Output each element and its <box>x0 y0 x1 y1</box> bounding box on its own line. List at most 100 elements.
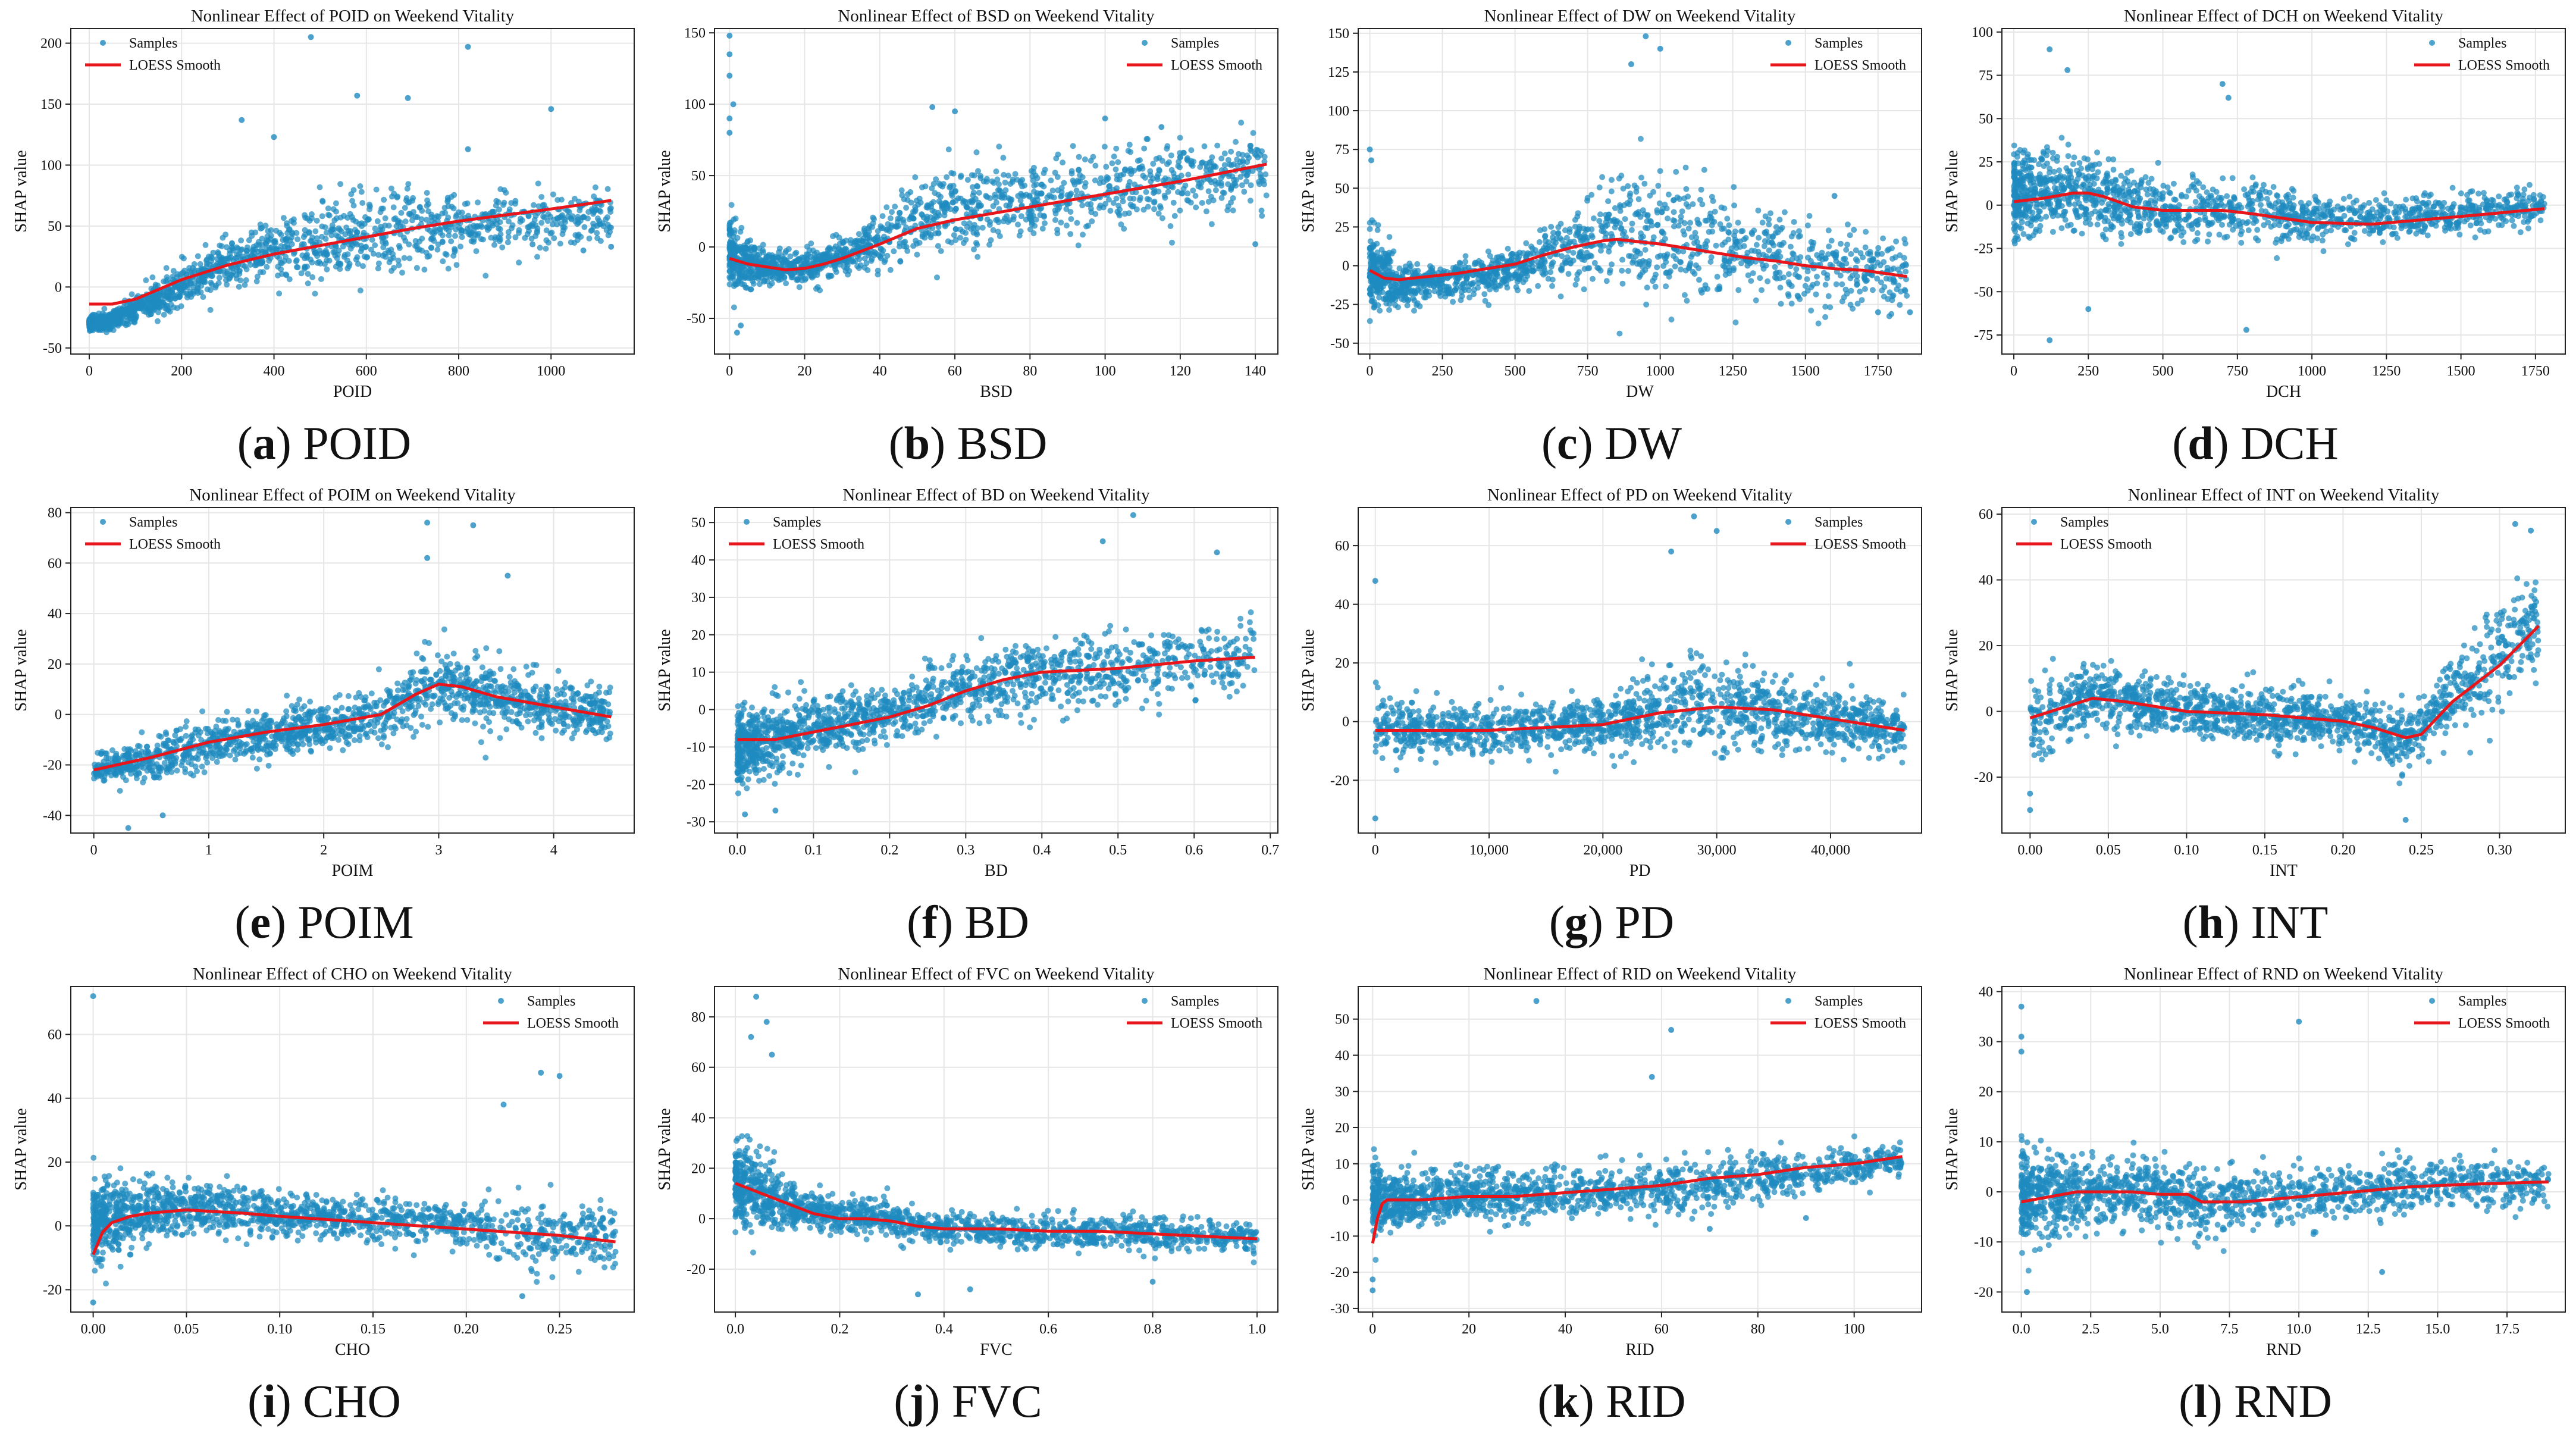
sample-point <box>832 266 839 273</box>
sample-point <box>445 203 452 209</box>
sample-point <box>752 274 759 280</box>
sample-point <box>1604 222 1610 228</box>
sample-point <box>1874 252 1881 258</box>
sample-point <box>1030 196 1036 203</box>
sample-point <box>1678 214 1684 220</box>
sample-point <box>1874 275 1881 282</box>
panel-caption: (a) POID <box>2 417 646 470</box>
sample-point <box>1112 166 1119 173</box>
sample-point <box>1049 187 1056 194</box>
sample-point <box>195 285 201 292</box>
sample-point <box>1446 286 1453 293</box>
sample-point <box>347 228 353 234</box>
sample-point <box>1401 297 1407 303</box>
sample-point <box>1367 318 1373 324</box>
sample-point <box>435 214 442 220</box>
sample-point <box>276 290 283 297</box>
sample-point <box>475 230 482 237</box>
sample-point <box>855 243 862 250</box>
sample-point <box>572 196 578 202</box>
sample-point <box>1628 227 1635 233</box>
sample-point <box>1056 204 1063 211</box>
sample-point <box>475 224 481 230</box>
sample-point <box>1743 234 1749 241</box>
sample-point <box>260 269 267 275</box>
sample-point <box>1768 210 1773 217</box>
sample-point <box>1147 168 1154 174</box>
sample-point <box>1437 293 1444 299</box>
sample-point <box>239 117 245 123</box>
sample-point <box>1502 271 1509 277</box>
sample-point <box>1637 259 1643 265</box>
sample-point <box>316 184 323 190</box>
sample-point <box>1030 230 1037 236</box>
sample-point <box>1386 256 1393 263</box>
sample-point <box>1184 190 1191 197</box>
x-axis-label: POID <box>333 383 372 401</box>
sample-point <box>1542 233 1549 239</box>
sample-point <box>898 187 905 193</box>
sample-point <box>1844 242 1850 248</box>
sample-point <box>1508 252 1514 258</box>
sample-point <box>1678 218 1684 224</box>
sample-point <box>227 248 233 253</box>
sample-point <box>1655 183 1662 189</box>
sample-point <box>360 263 366 270</box>
sample-point <box>892 204 898 210</box>
sample-point <box>416 238 423 245</box>
sample-point <box>1777 284 1784 291</box>
sample-point <box>572 232 579 239</box>
sample-point <box>459 234 465 240</box>
sample-point <box>390 204 397 211</box>
sample-point <box>1039 226 1046 232</box>
sample-point <box>843 259 850 265</box>
sample-point <box>1052 170 1058 176</box>
sample-point <box>742 284 749 291</box>
sample-point <box>341 253 347 260</box>
sample-point <box>957 226 964 233</box>
sample-point <box>1170 184 1176 190</box>
caption-paren: ( <box>1541 417 1557 469</box>
sample-point <box>207 306 214 313</box>
sample-point <box>283 271 289 278</box>
sample-point <box>1694 217 1701 223</box>
sample-point <box>1738 260 1744 267</box>
sample-point <box>1185 198 1192 204</box>
sample-point <box>278 231 284 238</box>
sample-point <box>594 215 601 222</box>
sample-point <box>403 195 410 201</box>
sample-point <box>1704 238 1710 245</box>
sample-point <box>208 253 214 260</box>
sample-point <box>1628 61 1634 67</box>
x-tick-label: 40 <box>873 364 887 379</box>
sample-point <box>1177 154 1183 161</box>
sample-point <box>897 209 903 216</box>
sample-point <box>1039 181 1045 188</box>
sample-point <box>1790 230 1797 236</box>
sample-point <box>1367 146 1373 153</box>
sample-point <box>373 186 380 193</box>
sample-point <box>1212 178 1218 184</box>
sample-point <box>465 212 472 219</box>
y-tick-label: 50 <box>48 219 62 234</box>
sample-point <box>1761 243 1768 249</box>
sample-point <box>195 290 201 296</box>
sample-point <box>531 202 537 208</box>
sample-point <box>1129 204 1135 209</box>
sample-point <box>1414 261 1421 267</box>
sample-point <box>1101 143 1108 150</box>
sample-point <box>1244 172 1251 179</box>
sample-point <box>726 115 733 122</box>
sample-point <box>1557 221 1564 227</box>
sample-point <box>2319 237 2326 244</box>
sample-point <box>186 265 193 271</box>
sample-point <box>1139 165 1146 172</box>
sample-point <box>1070 143 1076 149</box>
sample-point <box>1652 283 1659 290</box>
sample-point <box>864 267 871 273</box>
sample-point <box>369 237 375 243</box>
sample-point <box>1197 164 1204 170</box>
panel-b: Nonlinear Effect of BSD on Weekend Vital… <box>646 0 1290 479</box>
sample-point <box>894 218 901 225</box>
sample-point <box>1377 256 1383 263</box>
